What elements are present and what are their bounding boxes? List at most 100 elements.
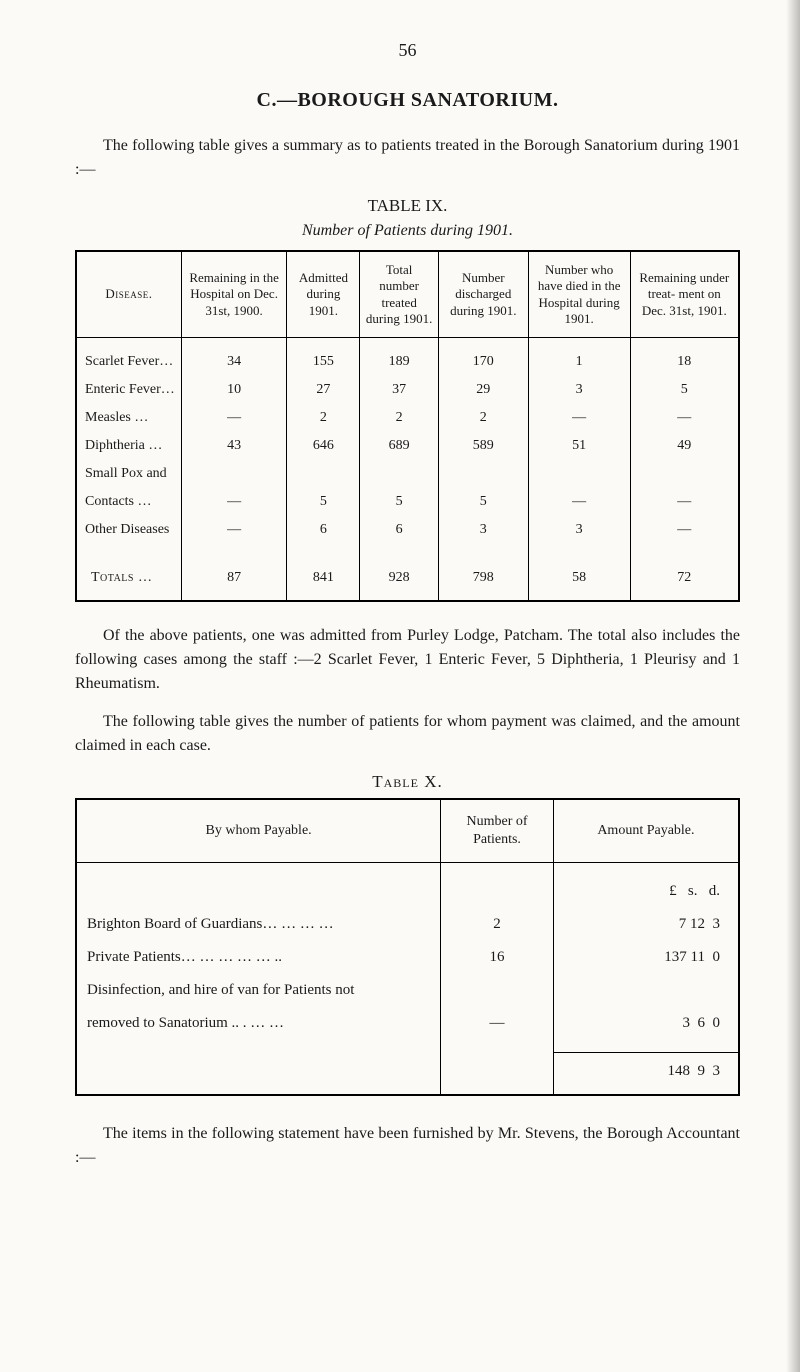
t9-row-label: Contacts … [76, 488, 181, 516]
t9-cell: 18 [630, 348, 739, 376]
t9-cell: 589 [438, 432, 528, 460]
t9-cell: 6 [287, 516, 360, 544]
t9-cell: 646 [287, 432, 360, 460]
t9-cell: 3 [528, 376, 630, 404]
t9-cell: — [181, 488, 287, 516]
t10-row-number [441, 974, 554, 1007]
table-row: Brighton Board of Guardians… … … …2 7 12… [76, 908, 739, 941]
t10-row-number: — [441, 1007, 554, 1040]
table-row: Contacts …—555—— [76, 488, 739, 516]
t9-cell: — [630, 516, 739, 544]
t10-row-label: Private Patients… … … … … .. [76, 941, 441, 974]
t9-row-label: Other Diseases [76, 516, 181, 544]
page-number: 56 [75, 40, 740, 61]
t10-row-label: Disinfection, and hire of van for Patien… [76, 974, 441, 1007]
t9-cell [287, 460, 360, 488]
t9-totals-cell: 87 [181, 560, 287, 601]
t9-cell: 3 [528, 516, 630, 544]
t10-total-amount: 148 9 3 [553, 1053, 739, 1096]
table-row: Scarlet Fever…34155189170118 [76, 348, 739, 376]
t9-cell: 5 [360, 488, 438, 516]
table-row: Diphtheria …436466895895149 [76, 432, 739, 460]
t9-cell [528, 460, 630, 488]
t9-col-discharged: Number discharged during 1901. [438, 251, 528, 338]
intro-paragraph: The following table gives a summary as t… [75, 134, 740, 182]
table10-caption: Table X. [75, 772, 740, 792]
t9-totals-label: Totals … [76, 560, 181, 601]
t9-col-remaining-1900: Remaining in the Hospital on Dec. 31st, … [181, 251, 287, 338]
t9-cell: 49 [630, 432, 739, 460]
closing-paragraph: The items in the following statement hav… [75, 1122, 740, 1170]
table-row: Enteric Fever…1027372935 [76, 376, 739, 404]
t9-cell [360, 460, 438, 488]
table9-header-row: Disease. Remaining in the Hospital on De… [76, 251, 739, 338]
t10-total-row: 148 9 3 [76, 1053, 739, 1096]
t10-currency-header: £ s. d. [76, 875, 739, 908]
t9-col-died: Number who have died in the Hospital dur… [528, 251, 630, 338]
t10-row-number: 2 [441, 908, 554, 941]
t9-totals-row: Totals …878419287985872 [76, 560, 739, 601]
t9-col-disease: Disease. [76, 251, 181, 338]
t9-cell: 3 [438, 516, 528, 544]
t9-totals-cell: 798 [438, 560, 528, 601]
t10-row-number: 16 [441, 941, 554, 974]
t9-cell [181, 460, 287, 488]
t10-col-bywhom: By whom Payable. [76, 799, 441, 863]
t9-cell: 5 [287, 488, 360, 516]
t10-row-amount: 7 12 3 [553, 908, 739, 941]
t9-cell: — [630, 488, 739, 516]
t9-cell: 2 [438, 404, 528, 432]
t9-row-label: Enteric Fever… [76, 376, 181, 404]
t9-cell: 37 [360, 376, 438, 404]
t10-row-amount: 3 6 0 [553, 1007, 739, 1040]
t10-row-label: removed to Sanatorium .. . … … [76, 1007, 441, 1040]
t9-cell: 2 [287, 404, 360, 432]
table9-caption: TABLE IX. [75, 196, 740, 216]
paragraph-after-t9-1: Of the above patients, one was admitted … [75, 624, 740, 696]
table9: Disease. Remaining in the Hospital on De… [75, 250, 740, 602]
table10-header-row: By whom Payable. Number of Patients. Amo… [76, 799, 739, 863]
t9-cell: 1 [528, 348, 630, 376]
t9-cell: 27 [287, 376, 360, 404]
t9-cell: — [528, 404, 630, 432]
table-row: Private Patients… … … … … ..16137 11 0 [76, 941, 739, 974]
t10-currency-symbols: £ s. d. [553, 875, 739, 908]
t9-col-total-treated: Total number treated during 1901. [360, 251, 438, 338]
table10-body: £ s. d. Brighton Board of Guardians… … …… [76, 863, 739, 1096]
t9-row-label: Scarlet Fever… [76, 348, 181, 376]
t9-cell: 51 [528, 432, 630, 460]
page: 56 C.—BOROUGH SANATORIUM. The following … [0, 0, 800, 1372]
t10-row-label: Brighton Board of Guardians… … … … [76, 908, 441, 941]
t9-cell [630, 460, 739, 488]
page-right-shadow [786, 0, 800, 1372]
t9-cell: 170 [438, 348, 528, 376]
table-row: Measles …—222—— [76, 404, 739, 432]
t10-col-amount: Amount Payable. [553, 799, 739, 863]
t9-cell: — [630, 404, 739, 432]
t10-col-number: Number of Patients. [441, 799, 554, 863]
t9-cell: — [181, 516, 287, 544]
t9-row-label: Small Pox and [76, 460, 181, 488]
t9-row-label: Diphtheria … [76, 432, 181, 460]
table-row: Disinfection, and hire of van for Patien… [76, 974, 739, 1007]
section-title: C.—BOROUGH SANATORIUM. [75, 89, 740, 112]
t10-row-amount [553, 974, 739, 1007]
t9-cell: — [181, 404, 287, 432]
t9-cell: 5 [630, 376, 739, 404]
t9-cell: 189 [360, 348, 438, 376]
t9-cell: 6 [360, 516, 438, 544]
t9-cell [438, 460, 528, 488]
t9-col-remaining-1901: Remaining under treat- ment on Dec. 31st… [630, 251, 739, 338]
t10-row-amount: 137 11 0 [553, 941, 739, 974]
table10: By whom Payable. Number of Patients. Amo… [75, 798, 740, 1096]
t9-totals-cell: 58 [528, 560, 630, 601]
table9-subcaption: Number of Patients during 1901. [75, 222, 740, 240]
table-row: removed to Sanatorium .. . … …— 3 6 0 [76, 1007, 739, 1040]
table9-body: Scarlet Fever…34155189170118Enteric Feve… [76, 338, 739, 602]
t9-cell: 29 [438, 376, 528, 404]
t9-totals-cell: 72 [630, 560, 739, 601]
t9-col-admitted: Admitted during 1901. [287, 251, 360, 338]
table-row: Small Pox and [76, 460, 739, 488]
table-row: Other Diseases—6633— [76, 516, 739, 544]
t9-cell: 155 [287, 348, 360, 376]
